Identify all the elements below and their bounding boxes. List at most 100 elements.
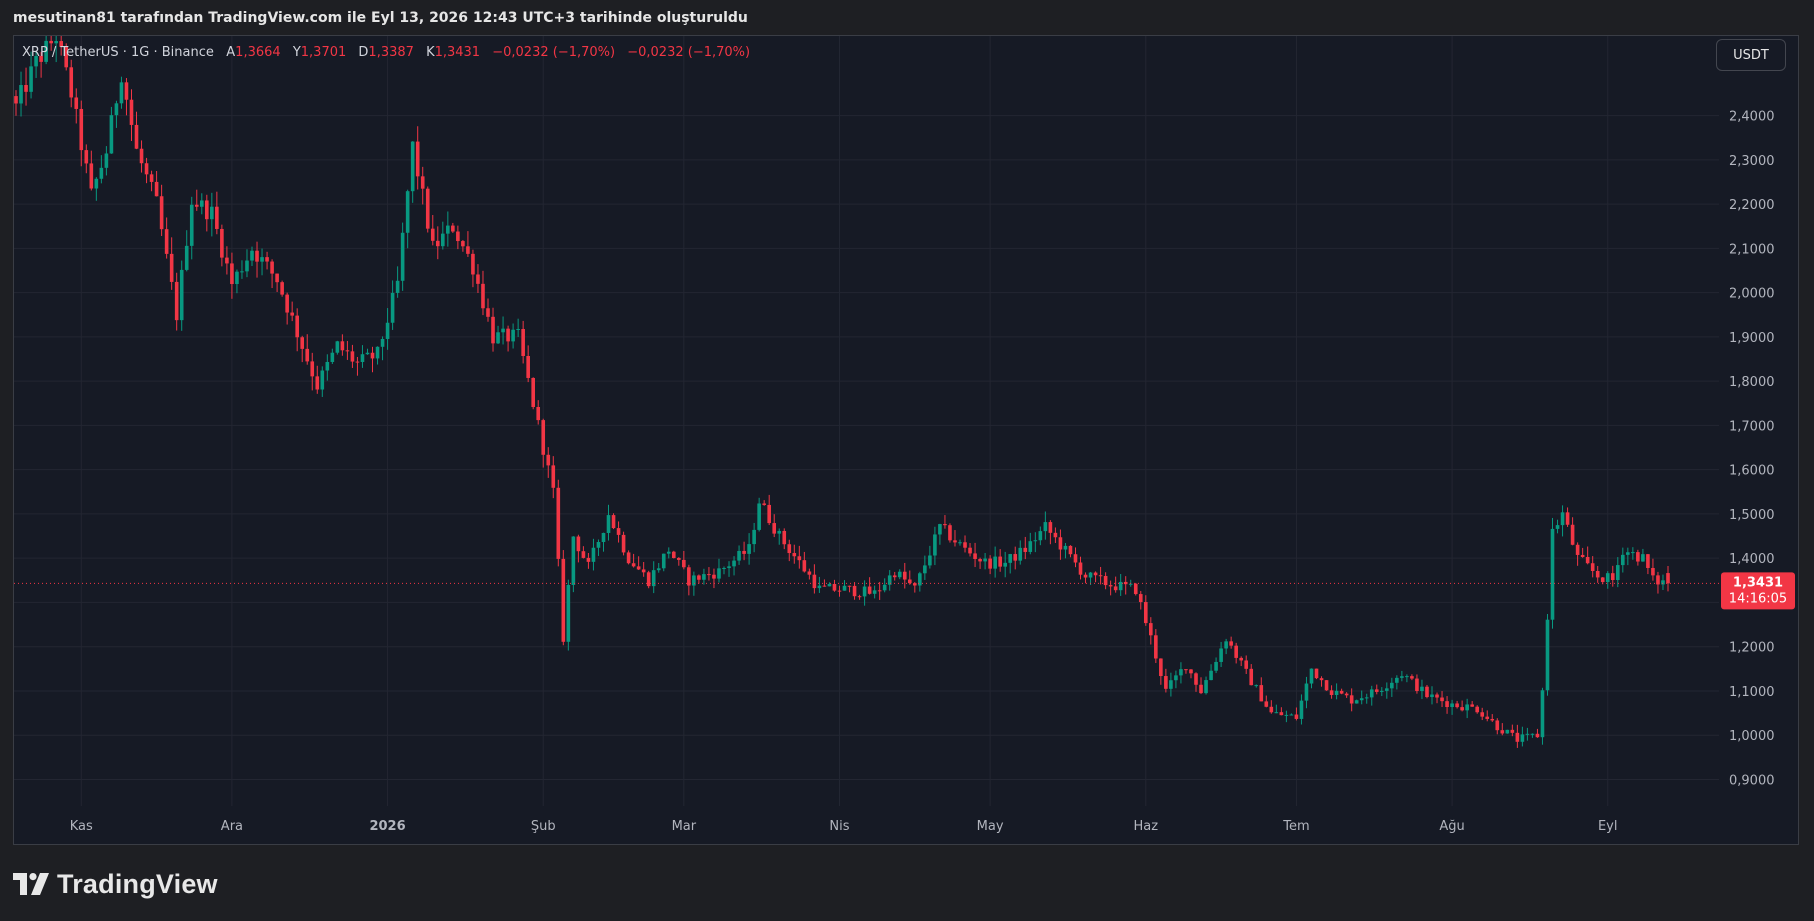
candle-body [782,530,787,545]
candle-body [601,532,606,543]
chart-background [14,36,1798,844]
candle-body [837,590,842,592]
time-axis-label: May [977,819,1004,834]
candle-body [1179,669,1183,676]
candle-body [671,551,676,558]
candle-body [295,315,299,338]
candle-body [1319,678,1324,681]
candle-body [1575,544,1580,555]
candle-body [536,407,541,421]
candle-body [1560,512,1565,526]
time-axis-label: Haz [1133,819,1158,834]
candle-body [556,487,561,559]
candle-body [1314,668,1319,679]
candle-body [446,225,450,234]
price-axis-label: 2,4000 [1729,110,1775,125]
candle-body [1525,733,1530,735]
price-axis-label: 2,3000 [1729,154,1775,169]
candle-body [265,257,269,262]
candle-body [938,524,942,535]
candle-body [1656,575,1660,585]
candle-body [14,96,18,104]
candle-body [626,552,631,564]
candle-body [1133,583,1138,595]
candle-body [1063,545,1068,550]
candle-body [74,97,79,109]
candle-body [94,178,99,189]
candle-body [1259,685,1264,702]
candle-body [1143,602,1148,624]
candle-body [611,515,616,529]
candle-body [1068,545,1073,555]
candle-body [902,571,907,580]
candle-body [194,204,199,207]
candle-body [666,551,671,554]
candle-body [1043,522,1048,532]
candle-body [1400,676,1404,678]
candle-body [280,282,284,295]
close-label: K [426,45,435,60]
candle-body [1385,688,1389,691]
candle-body [1123,581,1128,585]
time-axis-label: Ağu [1439,819,1464,834]
time-axis-label: 2026 [369,819,405,834]
candle-body [993,556,997,569]
candle-body [1154,635,1158,659]
candle-body [1379,690,1384,692]
candle-body [1425,686,1429,698]
candle-body [581,551,586,558]
candle-body [1108,585,1113,587]
candle-body [1646,554,1650,568]
candle-body [1279,712,1284,716]
candlestick-chart[interactable]: 0,90001,00001,10001,20001,30001,40001,50… [14,36,1798,844]
candle-body [812,574,817,589]
candle-body [19,85,23,104]
candle-body [1580,554,1585,557]
candle-body [1103,575,1108,586]
close-value: 1,3431 [434,45,481,60]
candle-body [907,579,912,584]
candle-body [486,308,490,317]
price-axis-label: 1,6000 [1729,464,1775,479]
candle-body [210,206,214,220]
candle-body [1274,712,1279,714]
candle-body [737,550,741,561]
candle-body [1219,648,1223,662]
candle-body [1344,693,1349,696]
candle-body [1540,690,1545,738]
candle-body [747,544,751,554]
candle-body [54,41,58,44]
candle-body [862,586,867,597]
candle-body [1018,547,1023,561]
candle-body [752,529,756,545]
candle-body [1621,554,1625,566]
last-price-badge [1721,572,1795,610]
candle-body [1626,552,1630,555]
currency-button[interactable]: USDT [1716,39,1786,71]
candle-body [928,555,932,566]
time-axis-label: Nis [829,819,849,834]
candle-body [310,361,315,377]
candle-body [1495,720,1500,731]
candle-body [1038,531,1043,541]
candle-body [360,354,365,362]
candle-body [1585,556,1590,564]
candle-body [456,231,460,242]
candle-body [59,41,63,47]
candle-body [576,536,581,552]
candle-body [44,40,48,62]
candle-body [1390,682,1394,689]
candle-body [1359,698,1364,701]
tradingview-logo[interactable]: TradingView [13,868,218,900]
candle-body [1174,675,1178,681]
candle-body [430,228,435,241]
time-axis-label: Mar [672,819,697,834]
candle-body [958,542,962,544]
candle-body [1058,537,1063,550]
candle-body [34,55,38,67]
candle-body [546,454,551,466]
chart-frame[interactable]: 0,90001,00001,10001,20001,30001,40001,50… [13,35,1799,845]
candle-body [260,257,264,262]
candle-body [1003,562,1007,567]
candle-body [727,566,731,569]
